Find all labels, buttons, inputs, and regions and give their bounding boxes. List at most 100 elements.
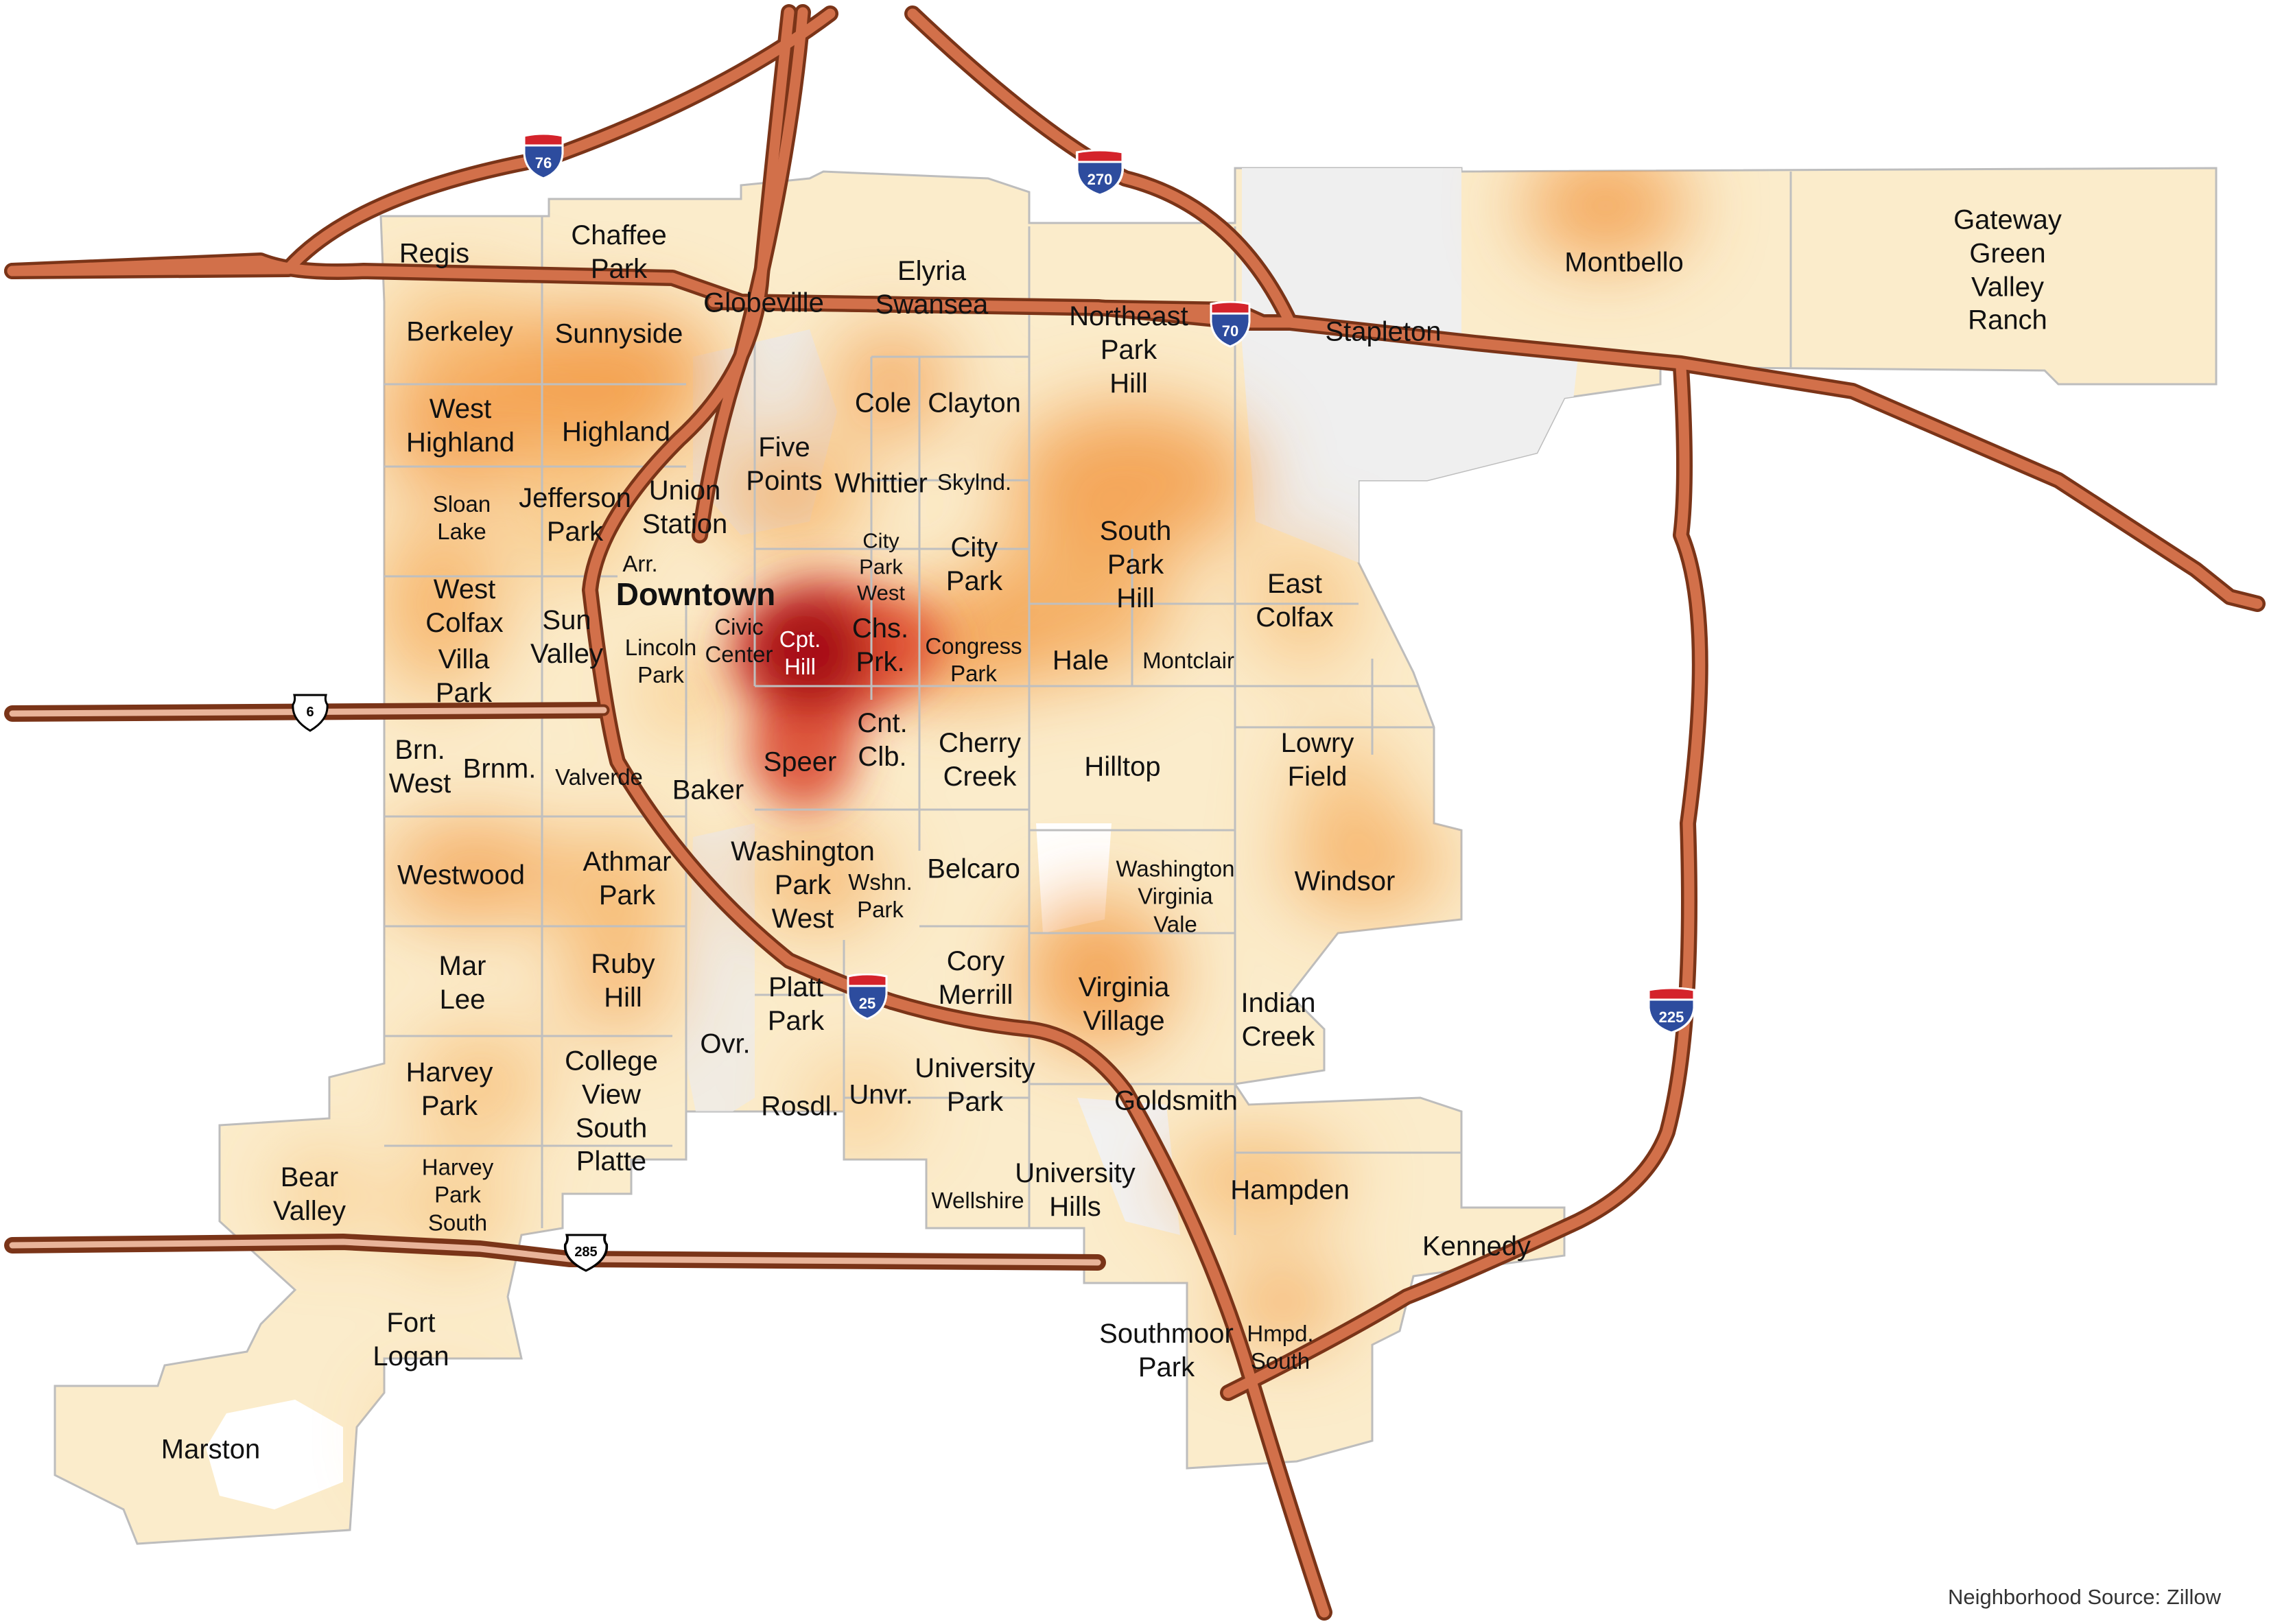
neighborhood-label-union-station: Union Station (642, 474, 728, 541)
label-line: Park (859, 554, 903, 579)
neighborhood-label-downtown: Downtown (616, 575, 776, 613)
label-line: Athmar (583, 847, 672, 878)
label-line: Park (434, 1181, 481, 1208)
label-line: Park (950, 661, 997, 686)
label-line: Swansea (875, 290, 989, 320)
us-route-6-shield-icon: 6 (290, 692, 330, 733)
label-line: Westwood (397, 860, 526, 891)
label-line: Station (642, 509, 728, 539)
label-line: Highland (562, 416, 670, 447)
label-line: South (575, 1113, 648, 1143)
label-line: Park (857, 897, 904, 922)
label-line: Clb. (858, 742, 907, 772)
label-line: Lincoln (624, 634, 697, 660)
label-line: Prk. (856, 647, 905, 677)
neighborhood-label-virginia-village: Virginia Village (1079, 971, 1170, 1038)
label-line: Lee (439, 985, 486, 1015)
label-line: Montclair (1142, 647, 1234, 673)
neighborhood-label-ovr: Ovr. (700, 1028, 750, 1061)
label-line: Brn. (395, 735, 445, 766)
label-line: Hill (1116, 582, 1155, 613)
neighborhood-label-hmpd-south: Hmpd. South (1247, 1320, 1313, 1376)
label-line: Park (1107, 549, 1164, 580)
neighborhood-label-city-park-west: City Park West (857, 528, 905, 605)
neighborhood-label-arr: Arr. (622, 550, 657, 578)
label-line: University (915, 1053, 1035, 1084)
label-line: Field (1287, 762, 1348, 792)
label-line: Downtown (615, 576, 776, 612)
neighborhood-label-indian-creek: Indian Creek (1241, 987, 1316, 1054)
shield-number: 225 (1658, 1009, 1684, 1026)
label-line: Congress (925, 633, 1022, 659)
neighborhood-label-speer: Speer (764, 746, 837, 779)
label-line: Unvr. (849, 1079, 913, 1110)
label-line: Marston (161, 1434, 261, 1465)
neighborhood-label-southmoor-park: Southmoor Park (1099, 1317, 1234, 1385)
label-line: View (582, 1079, 641, 1110)
neighborhood-label-hilltop: Hilltop (1084, 751, 1160, 784)
label-line: Creek (943, 762, 1017, 792)
neighborhood-label-rosdl: Rosdl. (761, 1090, 838, 1124)
neighborhood-label-washington-park-west: Washington Park West (731, 835, 875, 935)
neighborhood-label-university-hills: University Hills (1015, 1157, 1136, 1224)
neighborhood-label-five-points: Five Points (746, 431, 822, 498)
neighborhood-label-college-view-south-platte: College View South Platte (565, 1044, 658, 1178)
neighborhood-label-belcaro: Belcaro (927, 853, 1020, 886)
label-line: Creek (1241, 1022, 1315, 1052)
label-line: Virginia (1138, 883, 1213, 909)
neighborhood-label-regis: Regis (399, 237, 469, 271)
label-line: Wshn. (848, 869, 913, 895)
label-line: West (429, 394, 492, 425)
label-line: Cole (854, 388, 912, 419)
label-line: West (433, 574, 496, 605)
neighborhood-label-cnt-clb: Cnt. Clb. (857, 707, 907, 774)
neighborhood-label-harvey-park: Harvey Park (406, 1056, 493, 1123)
label-line: Villa (438, 644, 490, 675)
label-line: Valley (1971, 272, 2044, 302)
label-line: Hale (1052, 645, 1109, 676)
label-line: Center (705, 642, 773, 667)
label-line: Valley (273, 1196, 346, 1226)
label-line: Five (758, 432, 810, 463)
label-line: Park (421, 1091, 478, 1121)
label-line: Goldsmith (1114, 1085, 1238, 1116)
label-line: Globeville (703, 287, 824, 318)
neighborhood-label-stapleton: Stapleton (1325, 316, 1441, 349)
label-line: Northeast (1069, 301, 1188, 331)
neighborhood-label-highland: Highland (562, 416, 670, 449)
label-line: Berkeley (406, 316, 513, 347)
label-line: Arr. (622, 550, 658, 576)
label-line: Village (1083, 1006, 1165, 1036)
shield-number: 25 (858, 995, 876, 1013)
label-line: Union (648, 475, 721, 506)
neighborhood-label-brn-west: Brn. West (389, 733, 451, 801)
label-line: Park (1138, 1352, 1195, 1382)
label-line: Hampden (1230, 1175, 1350, 1205)
label-line: Park (946, 1087, 1004, 1117)
label-line: Park (435, 678, 493, 708)
shield-number: 76 (534, 154, 552, 172)
neighborhood-label-lowry-field: Lowry Field (1281, 727, 1354, 794)
label-line: Jefferson (519, 483, 631, 514)
label-line: Gateway (1953, 204, 2062, 235)
label-line: Logan (373, 1341, 449, 1372)
label-line: Hill (604, 982, 642, 1013)
neighborhood-label-cole: Cole (855, 387, 911, 421)
label-line: Colfax (1256, 602, 1334, 633)
label-line: Bear (280, 1162, 339, 1193)
label-line: Virginia (1078, 972, 1170, 1003)
label-line: Merrill (938, 980, 1013, 1010)
interstate-70-shield-icon: 70 (1208, 301, 1252, 348)
label-line: Hilltop (1084, 751, 1161, 782)
neighborhood-label-unvr: Unvr. (849, 1079, 913, 1112)
label-line: City (862, 528, 900, 553)
label-line: Whittier (834, 468, 928, 499)
neighborhood-label-goldsmith: Goldsmith (1114, 1085, 1238, 1118)
neighborhood-label-west-colfax: West Colfax (425, 573, 503, 640)
label-line: Colfax (425, 608, 504, 638)
label-line: Civic (714, 613, 764, 639)
neighborhood-label-city-park: City Park (946, 531, 1002, 598)
label-line: Ranch (1968, 305, 2047, 336)
label-line: Brnm. (462, 753, 537, 784)
label-line: Speer (763, 746, 837, 777)
